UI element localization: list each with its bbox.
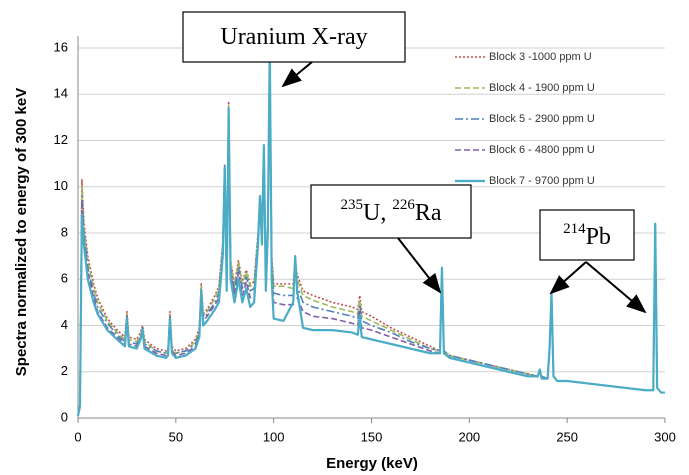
annotation-sup: 235 bbox=[340, 197, 363, 213]
legend: Block 3 -1000 ppm U Block 4 - 1900 ppm U B… bbox=[455, 51, 595, 187]
x-tick-label: 100 bbox=[263, 429, 285, 444]
x-tick-label: 150 bbox=[361, 429, 383, 444]
x-axis-title: Energy (keV) bbox=[326, 455, 418, 472]
annotation: 214Pb bbox=[539, 209, 647, 314]
y-tick-label: 12 bbox=[54, 132, 68, 147]
y-tick-label: 0 bbox=[61, 409, 68, 424]
legend-label: Block 7 - 9700 ppm U bbox=[489, 175, 595, 187]
x-tick-label: 200 bbox=[458, 429, 480, 444]
y-tick-label: 10 bbox=[54, 178, 68, 193]
svg-text:235U, 226Ra: 235U, 226Ra bbox=[340, 197, 441, 225]
y-tick-label: 16 bbox=[54, 39, 68, 54]
series-line bbox=[76, 46, 665, 416]
annotation-text: Ra bbox=[415, 200, 442, 226]
annotation-sup: 226 bbox=[392, 197, 415, 213]
y-tick-label: 14 bbox=[54, 86, 68, 101]
annotation: Uranium X-ray bbox=[182, 11, 406, 88]
y-tick-label: 8 bbox=[61, 224, 68, 239]
y-tick-label: 2 bbox=[61, 363, 68, 378]
y-axis-title: Spectra normalized to energy of 300 keV bbox=[13, 88, 30, 376]
svg-text:214Pb: 214Pb bbox=[563, 221, 611, 249]
annotation-sup: 214 bbox=[563, 221, 586, 237]
y-tick-label: 4 bbox=[61, 317, 68, 332]
x-tick-label: 250 bbox=[556, 429, 578, 444]
legend-label: Block 6 - 4800 ppm U bbox=[489, 144, 595, 156]
annotation: 235U, 226Ra bbox=[310, 184, 472, 294]
x-tick-label: 0 bbox=[74, 429, 81, 444]
annotation-text: Pb bbox=[586, 224, 611, 250]
legend-label: Block 3 -1000 ppm U bbox=[489, 51, 592, 63]
x-tick-label: 50 bbox=[169, 429, 183, 444]
plot-area: 0 2 4 6 8 10 12 14 16 0 50 100 150 200 250 300 bbox=[54, 36, 676, 444]
annotation-text: Uranium X-ray bbox=[220, 24, 367, 50]
x-tick-label: 300 bbox=[654, 429, 676, 444]
annotation-text: U, bbox=[363, 200, 392, 226]
legend-label: Block 4 - 1900 ppm U bbox=[489, 82, 595, 94]
y-tick-label: 6 bbox=[61, 271, 68, 286]
legend-label: Block 5 - 2900 ppm U bbox=[489, 113, 595, 125]
svg-text:Uranium X-ray: Uranium X-ray bbox=[220, 24, 367, 50]
